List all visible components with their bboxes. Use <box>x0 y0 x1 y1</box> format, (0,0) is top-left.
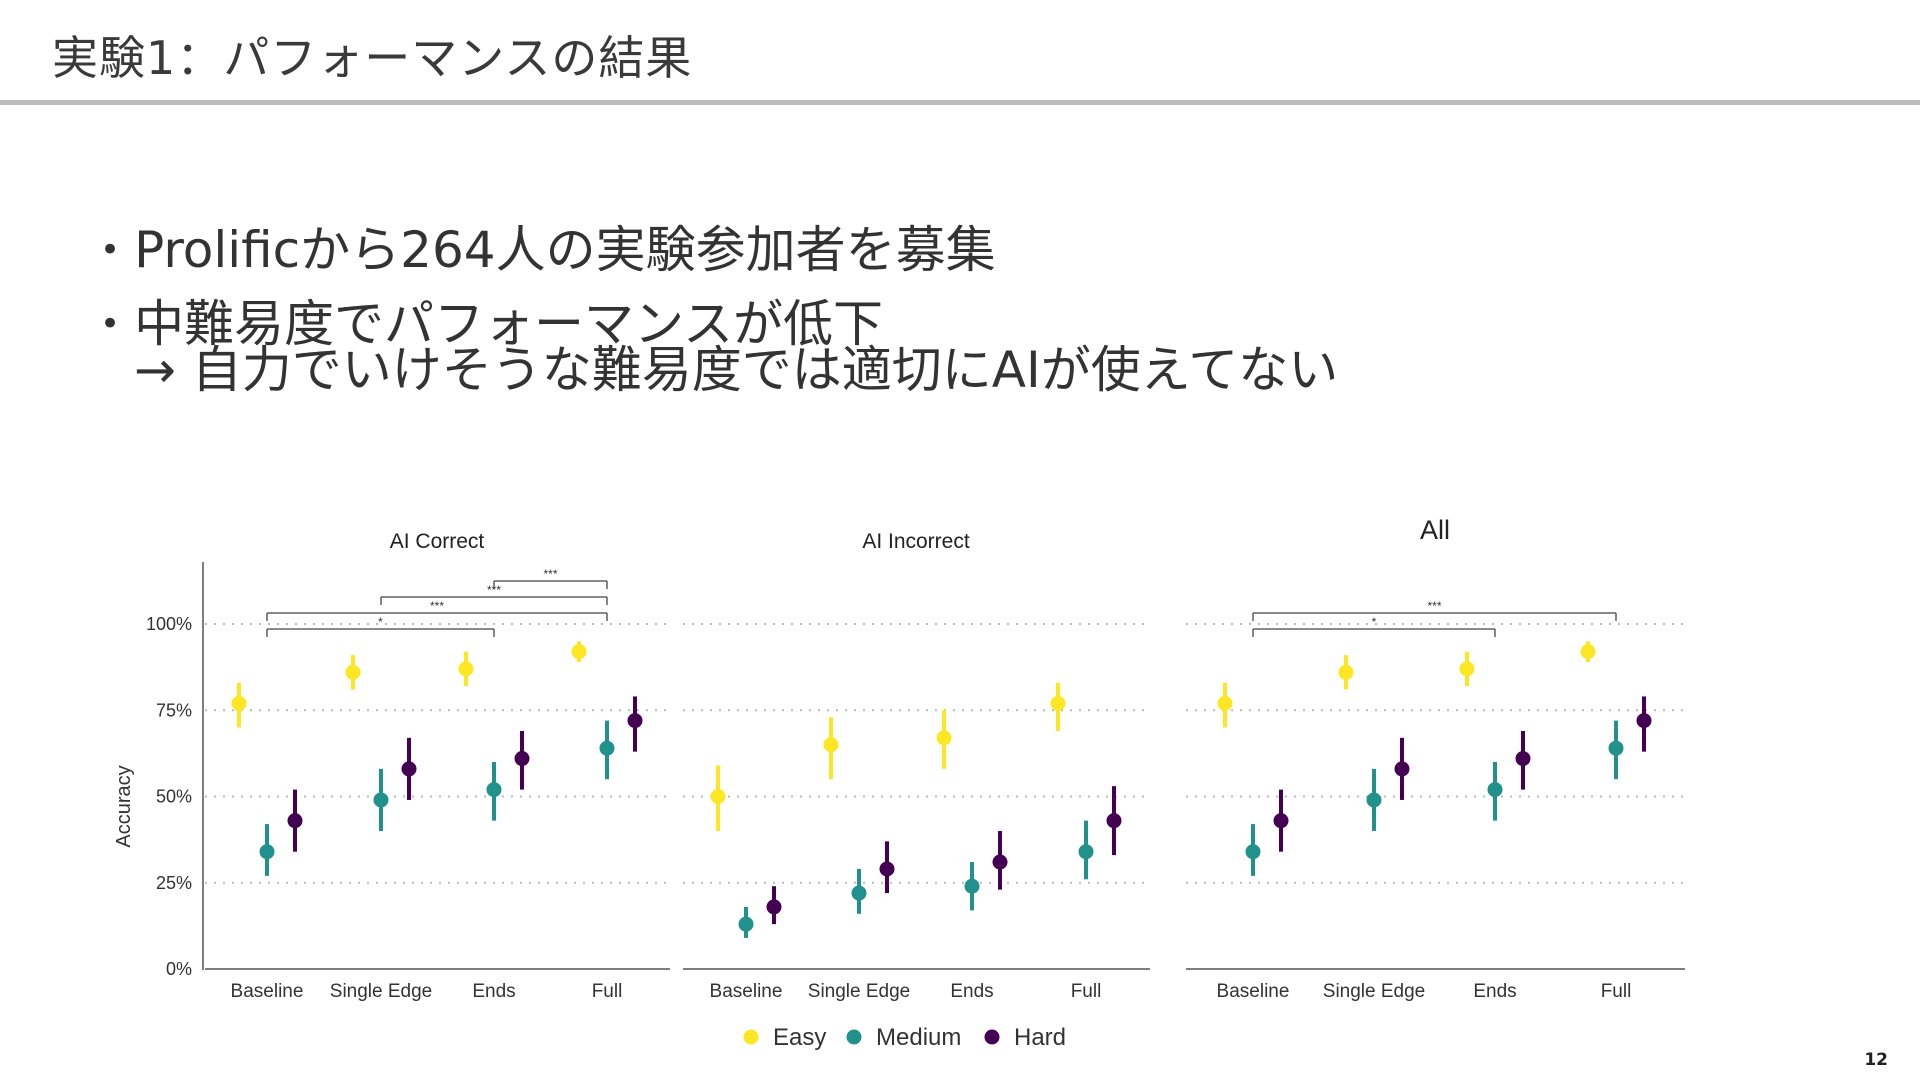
data-point <box>738 916 754 932</box>
significance-label: * <box>378 615 383 629</box>
data-point <box>1245 844 1261 860</box>
data-point <box>259 844 275 860</box>
panel-title: AI Incorrect <box>862 530 970 553</box>
x-tick-label: Ends <box>1473 981 1516 1002</box>
significance-label: *** <box>487 583 501 597</box>
page-number: 12 <box>1864 1050 1888 1070</box>
data-point <box>1636 713 1652 729</box>
data-point <box>627 713 643 729</box>
x-tick-label: Baseline <box>231 981 304 1002</box>
data-point <box>1050 695 1066 711</box>
data-point <box>486 782 502 798</box>
data-point <box>231 695 247 711</box>
bullet-1: • Prolificから264人の実験参加者を募集 <box>100 210 996 282</box>
data-point <box>514 751 530 767</box>
x-tick-label: Single Edge <box>1323 981 1425 1002</box>
legend-label: Hard <box>1014 1024 1066 1051</box>
data-point <box>710 789 726 804</box>
data-point <box>345 664 361 680</box>
y-tick-label: 75% <box>156 700 192 720</box>
title-divider <box>0 100 1920 105</box>
data-point <box>571 644 587 660</box>
bullet-2: • 中難易度でパフォーマンスが低下 <box>100 284 883 356</box>
slide-title: 実験1：パフォーマンスの結果 <box>52 31 693 85</box>
x-tick-label: Full <box>592 981 623 1002</box>
data-point <box>823 737 839 753</box>
bullet-dot-icon: • <box>100 304 121 344</box>
data-point <box>373 792 389 808</box>
data-point <box>1338 664 1354 680</box>
x-tick-label: Single Edge <box>808 981 910 1002</box>
y-tick-label: 100% <box>146 614 192 634</box>
legend-label: Easy <box>773 1024 826 1051</box>
x-tick-label: Full <box>1601 981 1632 1002</box>
data-point <box>1459 661 1475 677</box>
y-axis-title: Accuracy <box>113 765 135 847</box>
legend-marker <box>743 1029 759 1045</box>
significance-label: *** <box>1427 599 1441 613</box>
legend-label: Medium <box>876 1024 961 1051</box>
bullet-2-subpoint: → 自力でいけそうな難易度では適切にAIが使えてない <box>134 341 1339 399</box>
data-point <box>599 740 615 756</box>
data-point <box>936 730 952 746</box>
data-point <box>1106 813 1122 829</box>
legend-marker <box>984 1029 1000 1045</box>
y-tick-label: 25% <box>156 873 192 893</box>
data-point <box>992 854 1008 870</box>
bullet-1-text: Prolificから264人の実験参加者を募集 <box>134 221 996 279</box>
y-tick-label: 50% <box>156 787 192 807</box>
data-point <box>1273 813 1289 829</box>
data-point <box>1487 782 1503 798</box>
x-tick-label: Full <box>1071 981 1102 1002</box>
data-point <box>1515 751 1531 767</box>
panel-title: All <box>1420 515 1450 545</box>
x-tick-label: Ends <box>472 981 515 1002</box>
data-point <box>1217 695 1233 711</box>
significance-label: * <box>1372 615 1377 629</box>
x-tick-label: Baseline <box>710 981 783 1002</box>
x-tick-label: Baseline <box>1217 981 1290 1002</box>
data-point <box>851 885 867 901</box>
panel-title: AI Correct <box>390 530 485 553</box>
bullet-2-text: 中難易度でパフォーマンスが低下 <box>134 295 884 353</box>
x-tick-label: Single Edge <box>330 981 432 1002</box>
bullet-dot-icon: • <box>100 230 121 270</box>
accuracy-chart: 0% 25% 50% 75% 100% Accuracy AI Correct Baselin… <box>113 515 1685 1051</box>
y-tick-label: 0% <box>166 959 192 979</box>
data-point <box>287 813 303 829</box>
data-point <box>1608 740 1624 756</box>
data-point <box>879 861 895 877</box>
legend-marker <box>846 1029 862 1045</box>
data-point <box>766 899 782 915</box>
data-point <box>458 661 474 677</box>
data-point <box>964 878 980 894</box>
data-point <box>401 761 417 777</box>
data-point <box>1580 644 1596 660</box>
data-point <box>1078 844 1094 860</box>
x-tick-label: Ends <box>950 981 993 1002</box>
data-point <box>1366 792 1382 808</box>
significance-label: *** <box>543 567 557 581</box>
data-point <box>1394 761 1410 777</box>
significance-label: *** <box>430 599 444 613</box>
